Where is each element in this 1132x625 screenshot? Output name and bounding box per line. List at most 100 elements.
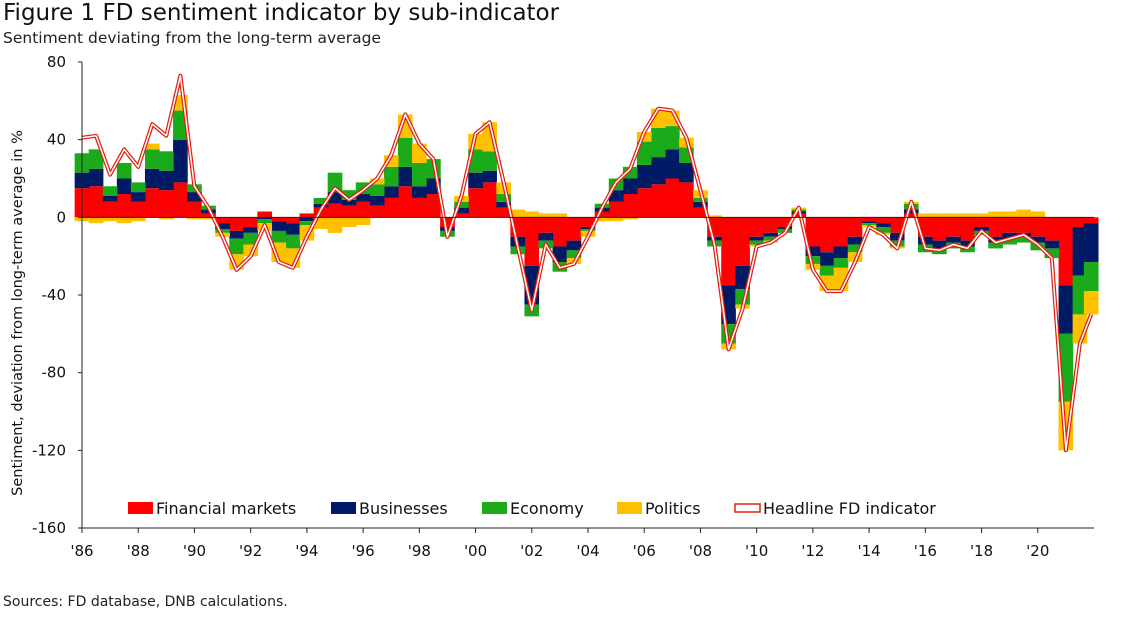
area-segment bbox=[1030, 236, 1046, 243]
area-segment bbox=[847, 217, 863, 237]
area-segment bbox=[819, 265, 835, 276]
area-segment bbox=[201, 213, 216, 218]
area-segment bbox=[341, 217, 357, 228]
area-segment bbox=[496, 201, 511, 208]
area-segment bbox=[693, 197, 708, 202]
area-segment bbox=[102, 201, 118, 218]
area-segment bbox=[763, 236, 779, 241]
area-segment bbox=[327, 192, 343, 204]
area-segment bbox=[875, 227, 891, 233]
area-segment bbox=[566, 240, 582, 251]
area-segment bbox=[257, 217, 273, 220]
area-segment bbox=[988, 211, 1003, 218]
area-segment bbox=[116, 178, 132, 195]
area-segment bbox=[1002, 211, 1017, 218]
chart-area: 80 40 0 -40 -80 -120 -160'86 '88 '90 '92 '94 '96 '98… bbox=[10, 53, 1099, 560]
area-segment bbox=[102, 186, 118, 196]
legend-swatch bbox=[128, 502, 153, 514]
area-segment bbox=[679, 182, 694, 218]
area-segment bbox=[650, 157, 666, 185]
area-segment bbox=[454, 207, 469, 214]
area-segment bbox=[454, 213, 469, 218]
area-segment bbox=[313, 197, 329, 204]
area-segment bbox=[144, 168, 160, 189]
area-segment bbox=[552, 217, 568, 247]
legend-label: Financial markets bbox=[156, 499, 296, 518]
y-tick-label: 0 bbox=[56, 208, 66, 226]
x-tick-label: '92 bbox=[239, 542, 262, 560]
area-segment bbox=[524, 217, 540, 266]
area-segment bbox=[622, 166, 638, 179]
chart-subtitle: Sentiment deviating from the long-term a… bbox=[3, 29, 381, 47]
area-segment bbox=[805, 217, 821, 247]
area-segment bbox=[397, 166, 413, 187]
x-tick-label: '90 bbox=[183, 542, 206, 560]
legend-swatch bbox=[482, 502, 507, 514]
axes: 80 40 0 -40 -80 -120 -160'86 '88 '90 '92 '94 '96 '98… bbox=[10, 53, 1094, 560]
area-segment bbox=[1002, 232, 1017, 239]
area-segment bbox=[355, 194, 371, 202]
area-segment bbox=[159, 151, 174, 171]
area-segment bbox=[988, 217, 1003, 237]
x-tick-label: '86 bbox=[70, 542, 93, 560]
area-segment bbox=[412, 186, 427, 198]
area-segment bbox=[805, 246, 821, 257]
area-segment bbox=[215, 223, 230, 229]
area-segment bbox=[735, 217, 750, 266]
area-segment bbox=[1058, 285, 1074, 334]
area-segment bbox=[369, 195, 385, 206]
area-segment bbox=[1044, 248, 1060, 259]
legend-label: Politics bbox=[645, 499, 701, 518]
area-segment bbox=[903, 209, 919, 214]
x-tick-label: '10 bbox=[745, 542, 768, 560]
area-segment bbox=[566, 217, 582, 241]
area-segment bbox=[1002, 217, 1017, 233]
headline-line-layer bbox=[81, 73, 1094, 453]
x-tick-label: '18 bbox=[970, 542, 993, 560]
area-segment bbox=[636, 188, 652, 218]
area-segment bbox=[1002, 238, 1017, 245]
area-segment bbox=[1083, 291, 1099, 315]
x-tick-label: '12 bbox=[801, 542, 824, 560]
x-tick-label: '00 bbox=[464, 542, 487, 560]
area-segment bbox=[552, 213, 568, 218]
area-segment bbox=[960, 213, 975, 218]
area-segment bbox=[665, 126, 680, 150]
area-segment bbox=[383, 155, 399, 167]
area-segment bbox=[538, 213, 554, 218]
area-segment bbox=[88, 217, 104, 224]
area-segment bbox=[299, 213, 315, 218]
area-segment bbox=[805, 256, 821, 264]
area-segment bbox=[960, 217, 975, 241]
area-segment bbox=[412, 197, 427, 218]
area-segment bbox=[932, 240, 947, 249]
area-segment bbox=[580, 217, 596, 228]
area-segment bbox=[102, 217, 118, 222]
area-segment bbox=[1058, 217, 1074, 286]
area-segment bbox=[130, 182, 146, 193]
area-segment bbox=[566, 250, 582, 259]
area-segment bbox=[1083, 217, 1099, 224]
area-segment bbox=[819, 217, 835, 253]
legend-item: Businesses bbox=[331, 499, 448, 518]
area-segment bbox=[1016, 217, 1032, 233]
area-segment bbox=[735, 265, 750, 290]
area-segment bbox=[510, 209, 526, 218]
series-politics bbox=[74, 95, 1099, 451]
area-segment bbox=[187, 201, 202, 218]
area-segment bbox=[440, 217, 455, 228]
area-segment bbox=[369, 205, 385, 218]
y-tick-label: -40 bbox=[42, 286, 67, 304]
area-segment bbox=[777, 227, 793, 229]
area-segment bbox=[861, 221, 877, 224]
legend-item: Financial markets bbox=[128, 499, 296, 518]
area-segment bbox=[454, 201, 469, 208]
area-segment bbox=[889, 232, 905, 241]
area-segment bbox=[833, 246, 849, 259]
area-segment bbox=[383, 166, 399, 187]
area-segment bbox=[749, 217, 764, 237]
legend-swatch bbox=[617, 502, 642, 514]
area-segment bbox=[1083, 261, 1099, 292]
area-segment bbox=[1044, 240, 1060, 249]
area-segment bbox=[313, 217, 329, 229]
